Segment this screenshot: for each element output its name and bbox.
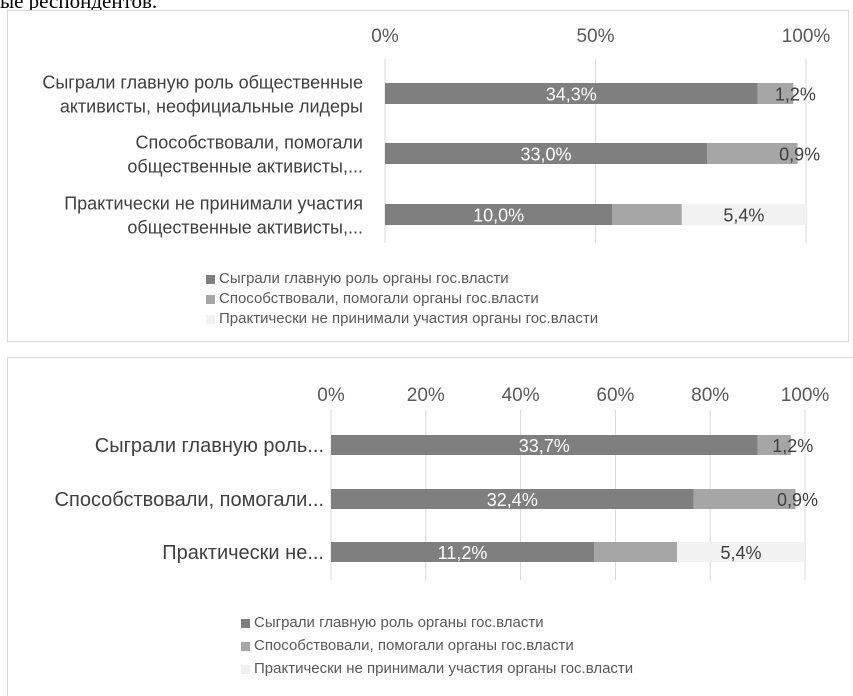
category-label: общественные активисты,... bbox=[127, 157, 363, 177]
bar-segment bbox=[385, 204, 613, 225]
legend-label-main: Сыграли главную роль органы гос.власти bbox=[219, 270, 509, 287]
category-label: Способствовали, помогали bbox=[135, 133, 363, 153]
data-label: 33,0% bbox=[521, 145, 572, 165]
bar-segment bbox=[385, 143, 708, 164]
x-tick-label: 50% bbox=[576, 26, 614, 47]
x-tick-label: 60% bbox=[596, 385, 634, 406]
data-label: 10,0% bbox=[473, 206, 524, 226]
legend-item-none: Практически не принимали участия органы … bbox=[241, 659, 633, 679]
data-label: 1,2% bbox=[772, 436, 813, 456]
bar-segment bbox=[693, 489, 796, 509]
category-label: Сыграли главную роль... bbox=[95, 435, 324, 457]
data-label: 5,4% bbox=[720, 543, 761, 563]
category-label: Способствовали, помогали... bbox=[55, 489, 324, 511]
bar-segment bbox=[612, 204, 682, 225]
legend-swatch-main bbox=[206, 274, 215, 284]
legend-label-none: Практически не принимали участия органы … bbox=[219, 310, 599, 327]
legend-swatch-helped bbox=[206, 294, 215, 304]
chart-1-plot: 0% 50% 100% 34,3% 1,2% Сыграли главную роль о… bbox=[42, 26, 831, 243]
bar-segment bbox=[594, 542, 678, 562]
data-label: 33,7% bbox=[519, 436, 570, 456]
legend-label-none: Практически не принимали участия органы … bbox=[254, 660, 634, 677]
chart-2-plot: 0% 20% 40% 60% 80% 100% 33,7% 1,2% Сыграли главн… bbox=[55, 385, 830, 580]
legend-label-main: Сыграли главную роль органы гос.власти bbox=[254, 614, 544, 631]
category-label: Сыграли главную роль общественные bbox=[42, 73, 363, 93]
category-label: общественные активисты,... bbox=[127, 218, 363, 238]
category-label: Практически не... bbox=[162, 542, 324, 564]
legend-swatch-helped bbox=[241, 641, 250, 651]
legend-item-main: Сыграли главную роль органы гос.власти bbox=[241, 613, 633, 633]
bar-segment bbox=[707, 143, 798, 164]
category-label: Практически не принимали участия bbox=[64, 194, 363, 214]
legend-label-helped: Способствовали, помогали органы гос.влас… bbox=[219, 290, 539, 307]
data-label: 5,4% bbox=[723, 206, 764, 226]
bar-segment bbox=[681, 204, 806, 225]
data-label: 32,4% bbox=[487, 490, 538, 510]
legend-label-helped: Способствовали, помогали органы гос.влас… bbox=[254, 637, 574, 654]
bar-segment bbox=[757, 435, 791, 455]
chart-1: 0% 50% 100% 34,3% 1,2% Сыграли главную роль о… bbox=[7, 10, 849, 342]
x-tick-label: 100% bbox=[781, 385, 830, 406]
legend-item-main: Сыграли главную роль органы гос.власти bbox=[206, 269, 598, 289]
chart-1-legend: Сыграли главную роль органы гос.власти С… bbox=[206, 269, 598, 329]
page-text-fragment: ые респондентов. bbox=[0, 0, 158, 13]
data-label: 34,3% bbox=[546, 85, 597, 105]
data-label: 0,9% bbox=[779, 145, 820, 165]
legend-item-helped: Способствовали, помогали органы гос.влас… bbox=[206, 289, 598, 309]
chart-2-legend: Сыграли главную роль органы гос.власти С… bbox=[241, 613, 633, 679]
legend-swatch-none bbox=[241, 664, 250, 674]
data-label: 1,2% bbox=[775, 85, 816, 105]
bar-segment bbox=[331, 542, 595, 562]
legend-swatch-none bbox=[206, 314, 215, 324]
data-label: 11,2% bbox=[438, 543, 488, 563]
x-tick-label: 20% bbox=[407, 385, 445, 406]
x-tick-label: 0% bbox=[317, 385, 345, 406]
category-label: активисты, неофициальные лидеры bbox=[60, 97, 363, 117]
data-label: 0,9% bbox=[777, 490, 818, 510]
x-tick-label: 100% bbox=[782, 26, 831, 47]
legend-swatch-main bbox=[241, 618, 250, 628]
bar-segment bbox=[331, 435, 758, 455]
bar-segment bbox=[331, 489, 694, 509]
bar-segment bbox=[757, 83, 794, 104]
x-tick-label: 0% bbox=[371, 26, 399, 47]
chart-2: 0% 20% 40% 60% 80% 100% 33,7% 1,2% Сыграли главн… bbox=[7, 357, 853, 696]
legend-item-none: Практически не принимали участия органы … bbox=[206, 309, 598, 329]
x-tick-label: 40% bbox=[502, 385, 540, 406]
x-tick-label: 80% bbox=[691, 385, 729, 406]
bar-segment bbox=[677, 542, 805, 562]
bar-segment bbox=[385, 83, 758, 104]
legend-item-helped: Способствовали, помогали органы гос.влас… bbox=[241, 636, 633, 656]
